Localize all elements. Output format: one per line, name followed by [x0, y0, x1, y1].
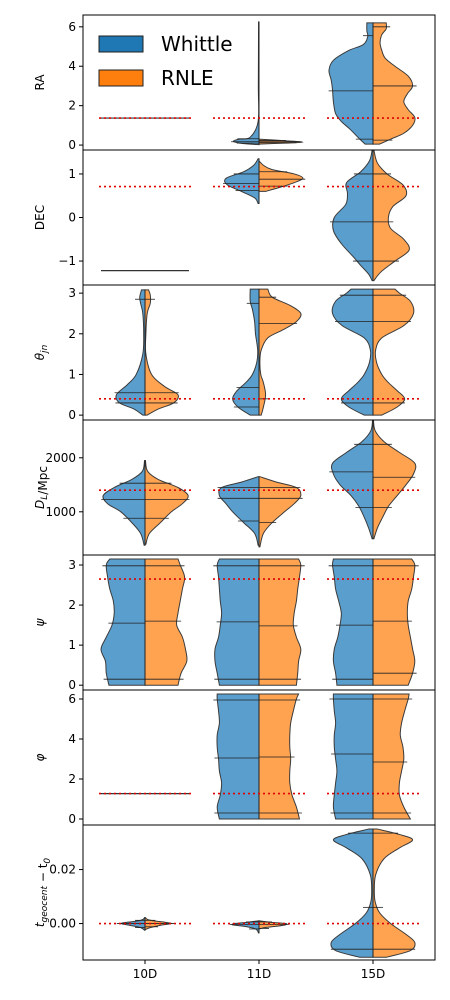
- violin-left-11D: [218, 476, 260, 546]
- y-tick-label: 0.02: [49, 863, 76, 877]
- legend-swatch-whittle: [98, 35, 144, 53]
- x-tick-label-10D: 10D: [133, 967, 158, 981]
- y-tick-label: 2000: [45, 451, 76, 465]
- violin-left-11D: [232, 288, 260, 416]
- x-tick-label-11D: 11D: [247, 967, 272, 981]
- violin-left-15D: [331, 288, 374, 416]
- violin-left-15D: [330, 828, 374, 958]
- panel-plot-area: [99, 21, 419, 146]
- y-axis-label-part: L: [40, 495, 50, 500]
- panel-2: −1 0 1 DEC: [33, 149, 436, 286]
- y-tick-label: 6: [68, 20, 76, 34]
- legend-label-rnle: RNLE: [161, 66, 214, 90]
- legend-label-whittle: Whittle: [161, 32, 233, 56]
- violin-left-11D: [224, 158, 260, 205]
- y-axis-label-part: /Mpc: [36, 466, 50, 495]
- violin-left-10D: [102, 460, 146, 546]
- y-tick-label: 1: [68, 167, 76, 181]
- y-axis-label-part: − t: [36, 863, 50, 886]
- violin-right-10D: [144, 558, 188, 686]
- violin-right-11D: [258, 288, 302, 416]
- violin-left-10D: [100, 558, 146, 686]
- violin-left-15D: [332, 150, 374, 282]
- panel-plot-area: [99, 828, 419, 958]
- y-tick-label: −1: [58, 254, 76, 268]
- violin-right-15D: [372, 828, 416, 958]
- y-tick-label: 4: [68, 732, 76, 746]
- y-axis-label: ψ: [33, 617, 47, 626]
- y-tick-label: 4: [68, 59, 76, 73]
- y-tick-label: 2: [68, 99, 76, 113]
- panel-3: 0 1 2 3 θjn: [33, 284, 436, 422]
- violin-left-10D: [120, 917, 146, 931]
- y-axis-label: θjn: [33, 344, 50, 360]
- violin-right-10D: [144, 460, 189, 545]
- violin-right-10D: [144, 289, 179, 416]
- violin-left-10D: [115, 289, 146, 416]
- x-tick-label-15D: 15D: [361, 967, 386, 981]
- y-axis-label: DL/Mpc: [33, 466, 50, 509]
- panel-1: 0 2 4 6 RA: [33, 14, 436, 152]
- violin-right-11D: [258, 476, 302, 548]
- y-axis-label: RA: [33, 74, 47, 91]
- panel-plot-area: [99, 420, 419, 548]
- y-axis-label: tgeocent − t0: [33, 858, 53, 928]
- y-axis-label-part: t: [33, 921, 47, 927]
- violin-right-15D: [372, 558, 416, 686]
- y-tick-label: 3: [68, 558, 76, 572]
- y-axis-label-part: 0: [43, 858, 53, 864]
- panel-plot-area: [99, 693, 419, 820]
- violin-right-11D: [258, 558, 302, 686]
- violin-right-15D: [372, 22, 416, 145]
- violin-right-11D: [258, 693, 301, 820]
- y-tick-label: 1000: [45, 505, 76, 519]
- y-tick-label: 0.00: [49, 917, 76, 931]
- y-tick-label: 3: [68, 286, 76, 300]
- y-tick-label: 0: [68, 138, 76, 152]
- panel-6: 0 2 4 6 φ: [33, 689, 436, 826]
- y-tick-label: 0: [68, 812, 76, 826]
- panel-5: 0 1 2 3 ψ: [33, 554, 436, 692]
- y-axis-label-part: θ: [33, 352, 47, 360]
- y-tick-label: 1: [68, 367, 76, 381]
- violin-right-15D: [372, 420, 417, 540]
- violin-left-11D: [231, 920, 260, 934]
- violin-left-15D: [332, 558, 374, 686]
- violin-left-15D: [331, 420, 374, 540]
- y-axis-label-part: D: [33, 500, 47, 509]
- violin-left-11D: [232, 21, 260, 146]
- violin-right-15D: [372, 288, 415, 416]
- violin-left-11D: [216, 693, 260, 820]
- y-tick-label: 1: [68, 638, 76, 652]
- y-tick-label: 0: [68, 211, 76, 225]
- y-axis-label: DEC: [33, 205, 47, 230]
- panel-plot-area: [99, 288, 419, 416]
- y-tick-label: 2: [68, 327, 76, 341]
- y-axis-label-part: jn: [40, 344, 50, 355]
- violin-left-15D: [332, 693, 374, 820]
- y-axis-label: φ: [33, 753, 47, 761]
- y-tick-label: 0: [68, 408, 76, 422]
- y-axis-label-part: geocent: [40, 885, 50, 922]
- y-tick-label: 2: [68, 772, 76, 786]
- y-tick-label: 2: [68, 598, 76, 612]
- y-tick-label: 0: [68, 678, 76, 692]
- legend: Whittle RNLE: [98, 32, 233, 90]
- violin-left-15D: [328, 22, 374, 145]
- panel-plot-area: [99, 558, 419, 686]
- panel-plot-area: [99, 150, 419, 282]
- y-tick-label: 6: [68, 692, 76, 706]
- legend-swatch-rnle: [98, 69, 144, 87]
- violin-right-15D: [372, 693, 412, 820]
- violin-right-11D: [258, 159, 304, 192]
